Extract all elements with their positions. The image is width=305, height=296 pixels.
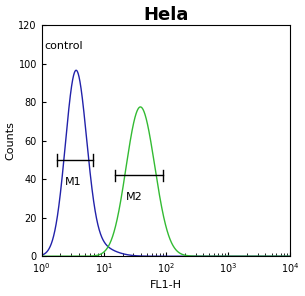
Y-axis label: Counts: Counts bbox=[5, 121, 16, 160]
Text: M2: M2 bbox=[126, 192, 143, 202]
X-axis label: FL1-H: FL1-H bbox=[150, 280, 182, 290]
Text: M1: M1 bbox=[65, 177, 81, 187]
Text: control: control bbox=[45, 41, 84, 51]
Title: Hela: Hela bbox=[143, 6, 188, 24]
